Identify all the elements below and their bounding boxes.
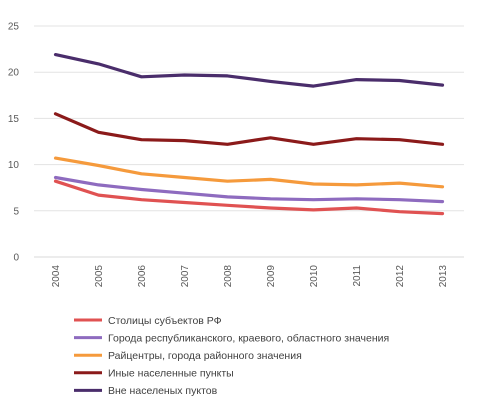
x-axis-ticks: 2004 2005 2006 2007 2008 2009 2010 2011 2012 2013 xyxy=(51,265,449,288)
series-lines xyxy=(53,52,445,216)
x-tick-label: 2009 xyxy=(266,265,277,288)
series-line-3 xyxy=(53,156,445,189)
x-tick-label: 2013 xyxy=(438,265,449,288)
y-tick-label: 20 xyxy=(8,68,20,79)
x-tick-label: 2012 xyxy=(395,265,406,288)
x-tick-label: 2010 xyxy=(309,265,320,288)
y-tick-label: 0 xyxy=(13,253,19,264)
x-tick-label: 2011 xyxy=(352,265,363,287)
legend-item: Иные населенные пункты xyxy=(74,368,234,380)
legend-item: Вне населеных пуктов xyxy=(74,385,218,397)
x-tick-label: 2006 xyxy=(137,265,148,288)
series-line-1 xyxy=(53,179,445,216)
y-tick-label: 25 xyxy=(8,22,20,33)
series-line-2 xyxy=(53,175,445,204)
x-tick-label: 2004 xyxy=(51,265,62,288)
x-tick-label: 2008 xyxy=(223,265,234,288)
x-tick-label: 2005 xyxy=(94,265,105,288)
y-axis-ticks: 0 5 10 15 20 25 xyxy=(8,22,20,264)
y-tick-label: 5 xyxy=(13,206,19,217)
legend-label: Райцентры, города районного значения xyxy=(108,350,302,362)
legend-item: Столицы субъектов РФ xyxy=(74,315,222,327)
legend-item: Райцентры, города районного значения xyxy=(74,350,302,362)
legend-label: Города республиканского, краевого, облас… xyxy=(108,332,389,344)
legend: Столицы субъектов РФ Города республиканск… xyxy=(74,315,389,397)
legend-label: Иные населенные пункты xyxy=(108,368,234,380)
legend-label: Вне населеных пуктов xyxy=(108,385,218,397)
series-line-5 xyxy=(53,52,445,88)
x-tick-label: 2007 xyxy=(180,265,191,288)
legend-label: Столицы субъектов РФ xyxy=(108,315,222,327)
y-tick-label: 10 xyxy=(8,160,20,171)
series-line-4 xyxy=(53,112,445,146)
legend-item: Города республиканского, краевого, облас… xyxy=(74,332,389,344)
y-tick-label: 15 xyxy=(8,114,20,125)
